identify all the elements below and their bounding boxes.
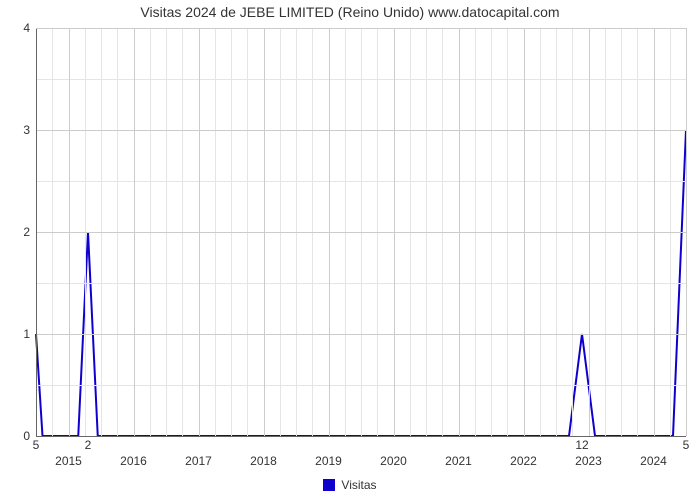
y-tick-label: 3 [23,123,36,137]
y-tick-label: 4 [23,21,36,35]
x-tick-label: 2020 [380,436,407,468]
gridline-major-h [36,232,686,233]
x-tick-label: 2018 [250,436,277,468]
value-label: 12 [575,436,588,452]
top-axis-line [36,28,686,29]
y-tick-label: 1 [23,327,36,341]
x-tick-label: 2017 [185,436,212,468]
legend-label: Visitas [341,478,376,492]
chart-title: Visitas 2024 de JEBE LIMITED (Reino Unid… [0,4,700,20]
x-tick-label: 2015 [55,436,82,468]
x-tick-label: 2019 [315,436,342,468]
legend-swatch [323,479,335,491]
y-tick-label: 2 [23,225,36,239]
chart-container: Visitas 2024 de JEBE LIMITED (Reino Unid… [0,0,700,500]
y-axis-line [36,28,37,436]
x-tick-label: 2021 [445,436,472,468]
value-label: 5 [33,436,40,452]
gridline-major-h [36,334,686,335]
value-label: 2 [85,436,92,452]
x-tick-label: 2022 [510,436,537,468]
plot-area: 2015201620172018201920202021202220232024… [36,28,686,436]
gridline-major-h [36,130,686,131]
x-tick-label: 2024 [640,436,667,468]
legend: Visitas [0,478,700,492]
right-axis-line [686,28,687,436]
x-tick-label: 2016 [120,436,147,468]
value-label: 5 [683,436,690,452]
